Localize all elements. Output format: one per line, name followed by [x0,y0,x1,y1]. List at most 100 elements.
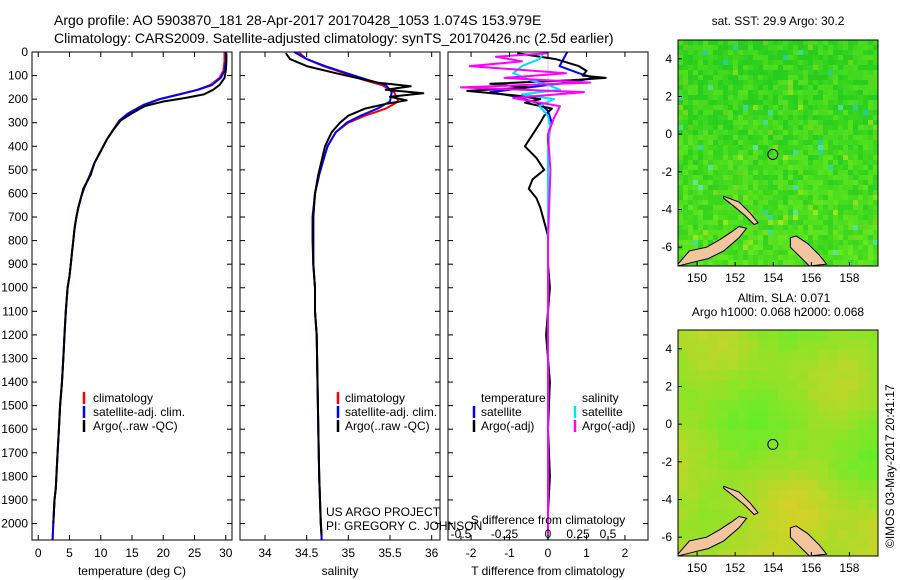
map-cell [698,400,709,411]
map-cell [813,155,819,161]
map-cell [858,180,864,186]
map-cell [798,195,804,201]
map-cell [788,330,799,341]
map-cell [798,520,809,531]
map-cell [683,185,689,191]
map-cell [758,80,764,86]
map-cell [783,50,789,56]
map-cell [753,165,759,171]
map-cell [848,240,854,246]
map-cell [748,245,754,251]
map-cell [743,200,749,206]
map-cell [778,410,789,421]
map-cell [853,200,859,206]
map-cell [803,205,809,211]
map-cell [788,500,799,511]
map-cell [688,120,694,126]
map-cell [713,50,719,56]
map-cell [778,200,784,206]
map-cell [853,60,859,66]
map-cell [698,75,704,81]
map-x-tick-label: 152 [725,561,745,575]
map-cell [698,480,709,491]
map-cell [688,215,694,221]
map-cell [698,215,704,221]
map-cell [828,215,834,221]
map-cell [788,370,799,381]
map-cell [843,260,849,266]
map-cell [748,540,759,551]
map-cell [838,50,844,56]
map-cell [823,75,829,81]
map-cell [818,215,824,221]
map-cell [788,110,794,116]
map-cell [828,65,834,71]
map-cell [753,205,759,211]
map-cell [728,165,734,171]
map-cell [808,80,814,86]
map-cell [718,255,724,261]
map-cell [833,60,839,66]
map-cell [758,135,764,141]
map-cell [733,225,739,231]
map-cell [698,85,704,91]
map-cell [873,95,878,101]
map-cell [868,80,874,86]
map-cell [778,350,789,361]
map-cell [798,235,804,241]
map-cell [828,260,834,266]
map-cell [853,40,859,46]
map-cell [758,250,764,256]
map-cell [803,80,809,86]
map-cell [808,400,819,411]
map-cell [738,460,749,471]
map-cell [688,100,694,106]
map-cell [813,175,819,181]
map-cell [748,470,759,481]
map-cell [853,115,859,121]
map-cell [743,115,749,121]
map-cell [863,150,869,156]
map-cell [778,40,784,46]
map-cell [853,210,859,216]
map-cell [678,200,684,206]
map-cell [703,75,709,81]
map-cell [808,420,819,431]
map-cell [698,190,704,196]
map-cell [733,255,739,261]
map-cell [848,460,859,471]
map-cell [728,220,734,226]
map-cell [723,225,729,231]
map-cell [863,175,869,181]
map-cell [873,195,878,201]
map-cell [783,235,789,241]
temperature-legend: climatology satellite-adj. clim. Argo(..… [82,391,185,433]
map-cell [683,50,689,56]
map-cell [678,115,684,121]
map-cell [873,140,878,146]
map-cell [788,360,799,371]
map-cell [838,150,844,156]
map-cell [733,210,739,216]
map-cell [873,90,878,96]
x-tick-label: 5 [66,546,73,560]
map-cell [818,160,824,166]
map-cell [858,90,864,96]
map-cell [768,50,774,56]
map-cell [818,125,824,131]
map-cell [738,520,749,531]
map-cell [728,175,734,181]
map-cell [823,190,829,196]
map-cell [833,145,839,151]
land-polygon [678,225,748,266]
map-cell [868,40,874,46]
map-cell [703,80,709,86]
legend-label-climatology: climatology [345,391,405,405]
map-cell [858,65,864,71]
map-cell [688,40,694,46]
map-cell [838,230,844,236]
map-cell [683,195,689,201]
map-cell [788,85,794,91]
map-cell [868,460,878,471]
